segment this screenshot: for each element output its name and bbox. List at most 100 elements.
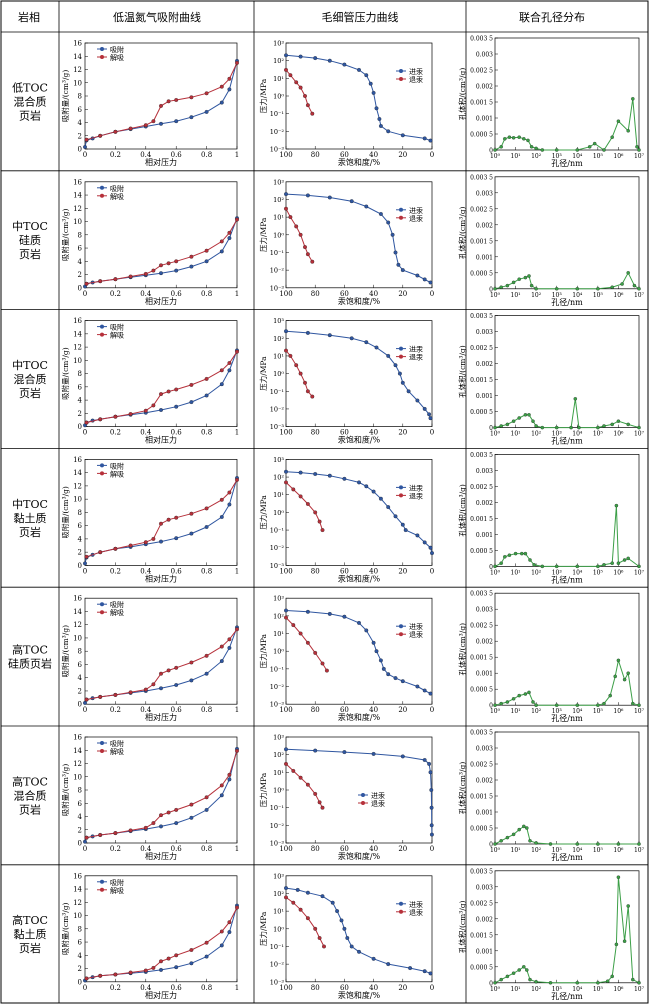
n2-adsorption-point [174,821,179,826]
lithofacies-label: 中TOC [12,498,48,511]
legend-label: 吸附 [110,600,124,609]
n2-ytick-label: 14 [73,192,82,200]
pore-distribution-point [569,425,573,430]
cap-withdrawal-point [284,480,288,485]
n2-desorption-point [219,929,224,934]
cap-injection-point [397,371,402,376]
cap-injection-point [428,138,433,143]
cap-xtick-label: 100 [279,151,292,159]
pore-xtick-label: 10² [531,847,542,854]
n2-ytick-label: 4 [78,952,83,960]
legend-label: 解吸 [110,53,124,62]
cap-injection-point [428,545,433,550]
n2-desorption-point [204,248,209,253]
pore-xtick-label: 10³ [552,431,563,438]
n2-adsorption-point [174,683,179,687]
pore-distribution-point [534,980,538,984]
pore-distribution-point [626,271,630,275]
cap-injection-point [400,380,405,385]
pore-distribution-point [602,424,606,428]
pore-xtick-label: 10⁰ [490,569,501,576]
n2-adsorption-point [204,954,209,959]
cap-withdrawal-point [298,85,303,90]
n2-desorption-point [235,748,239,753]
cap-injection-point [342,926,347,931]
cap-injection-point [313,748,318,753]
pore-ytick-label: 0.002 5 [470,206,493,213]
pore-ylabel: 孔体积/(cm³/g) [457,206,467,259]
table-header: 岩相 低温氮气吸附曲线 毛细管压力曲线 联合孔径分布 [18,10,585,24]
pore-xtick-label: 10⁵ [593,708,604,715]
n2-xtick-label: 0.4 [140,845,152,853]
n2-ytick-label: 14 [73,608,82,616]
n2-xtick-label: 0.6 [171,706,183,714]
n2-desorption-point [159,521,163,526]
cap-withdrawal-point [294,80,299,85]
cap-injection-point [381,666,386,671]
cap-injection-point [408,966,413,971]
n2-desorption-point [227,361,232,365]
n2-xtick-label: 0.2 [110,567,121,575]
n2-ylabel: 吸附量/(cm³/g) [61,486,70,539]
n2-desorption-point [98,279,103,284]
n2-desorption-point [235,477,239,482]
pore-distribution-point [637,842,641,846]
legend-label: 进汞 [409,207,423,215]
cap-axes-frame [285,320,433,427]
n2-ytick-label: 2 [78,410,82,418]
cap-injection-point [386,353,391,358]
pore-distribution-point [575,842,580,846]
pore-xtick-label: 10⁴ [572,847,583,854]
pore-distribution-point [622,558,627,562]
pore-distribution-point [493,287,497,291]
pore-distribution-line [494,825,639,845]
n2-xlabel: 相对压力 [145,573,177,583]
n2-chart: 0 2 4 6 8 10 12 14 16 0 0.2 0.4 0.6 0.8 1 相对压力 吸附量/(cm³/… [61,872,239,1000]
legend-label: 解吸 [110,608,124,617]
cap-injection-point [386,505,391,510]
n2-xtick-label: 1 [235,429,239,437]
pore-distribution-point [610,974,614,979]
pore-distribution-point [493,148,497,152]
pore-ytick-label: 0.001 5 [470,655,493,662]
n2-desorption-point [204,940,209,945]
cap-withdrawal-point [305,103,310,108]
pore-distribution-point [577,425,581,430]
legend-marker [399,69,403,73]
pore-distribution-point [596,564,600,569]
pore-xtick-label: 10⁰ [490,986,501,993]
lithofacies-label: 中TOC [12,359,48,372]
n2-ytick-label: 6 [78,939,83,947]
pore-xtick-label: 10⁵ [593,431,604,438]
cap-injection-point [349,336,354,341]
pore-axes-frame [494,592,640,706]
pore-distribution-point [637,703,641,707]
n2-desorption-point [159,263,163,268]
cap-ytick-label: 10³ [273,40,284,48]
pore-distribution-point [523,413,528,417]
pore-distribution-point [523,551,528,556]
pore-distribution-line [494,98,640,151]
pore-distribution-point [602,701,606,706]
pore-distribution-point [505,283,510,288]
n2-xtick-label: 0 [83,706,87,714]
cap-injection-point [378,212,383,216]
pore-distribution-point [528,977,532,982]
legend-marker [399,215,403,220]
cap-ytick-label: 10³ [273,178,284,186]
pore-xtick-label: 10² [531,292,542,299]
n2-xtick-label: 0 [83,151,87,159]
n2-desorption-point [166,668,171,673]
cap-injection-point [330,900,335,905]
n2-xlabel: 相对压力 [145,435,177,445]
cap-injection-point [313,472,318,476]
pore-distribution-point [610,561,614,565]
cap-injection-line [285,887,431,974]
n2-ytick-label: 12 [73,760,82,768]
cap-ytick-label: 10⁻³ [270,701,285,709]
n2-ytick-label: 10 [73,912,82,920]
pore-ytick-label: 0.002 5 [470,900,493,907]
legend-marker [399,909,403,914]
